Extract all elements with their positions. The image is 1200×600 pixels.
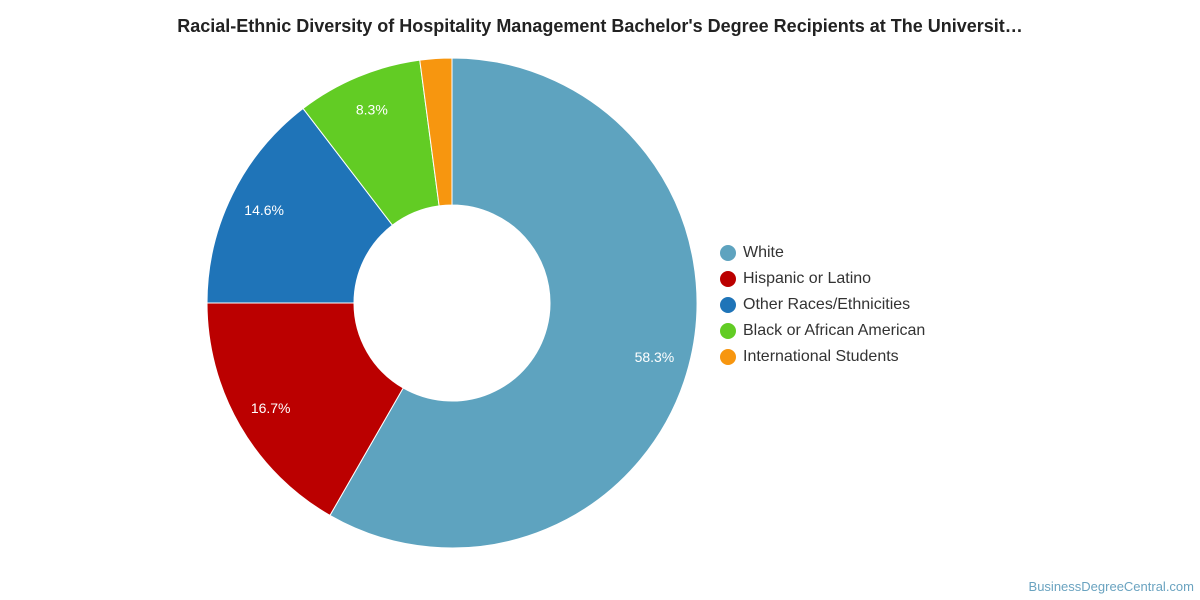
slice-other-races-ethnicities[interactable] [206,107,394,304]
legend-swatch-icon [720,297,736,313]
legend-swatch-icon [720,271,736,287]
legend-label: International Students [743,348,899,365]
slice-international-students[interactable] [419,57,453,207]
legend-label: Black or African American [743,322,926,339]
chart-title: Racial-Ethnic Diversity of Hospitality M… [177,16,1023,36]
slice-label: 16.7% [251,400,291,416]
legend-label: White [743,244,784,261]
legend-swatch-icon [720,349,736,365]
legend: White Hispanic or Latino Other Races/Ethni… [720,240,925,370]
legend-swatch-icon [720,245,736,261]
legend-label: Other Races/Ethnicities [743,296,911,313]
slice-label-group: 58.3% 16.7% 14.6% 8.3% [244,101,674,415]
slice-label: 58.3% [635,349,675,365]
legend-item[interactable]: Hispanic or Latino [720,266,925,292]
legend-label: Hispanic or Latino [743,270,872,287]
legend-item[interactable]: International Students [720,344,925,370]
slice-label: 8.3% [356,101,388,117]
legend-item[interactable]: White [720,240,925,266]
slice-hispanic-or-latino[interactable] [206,302,404,517]
slice-white[interactable] [329,57,698,549]
legend-swatch-icon [720,323,736,339]
slice-group [206,57,698,549]
slice-label: 14.6% [244,202,284,218]
legend-item[interactable]: Black or African American [720,318,925,344]
legend-item[interactable]: Other Races/Ethnicities [720,292,925,318]
watermark[interactable]: BusinessDegreeCentral.com [1028,579,1194,594]
